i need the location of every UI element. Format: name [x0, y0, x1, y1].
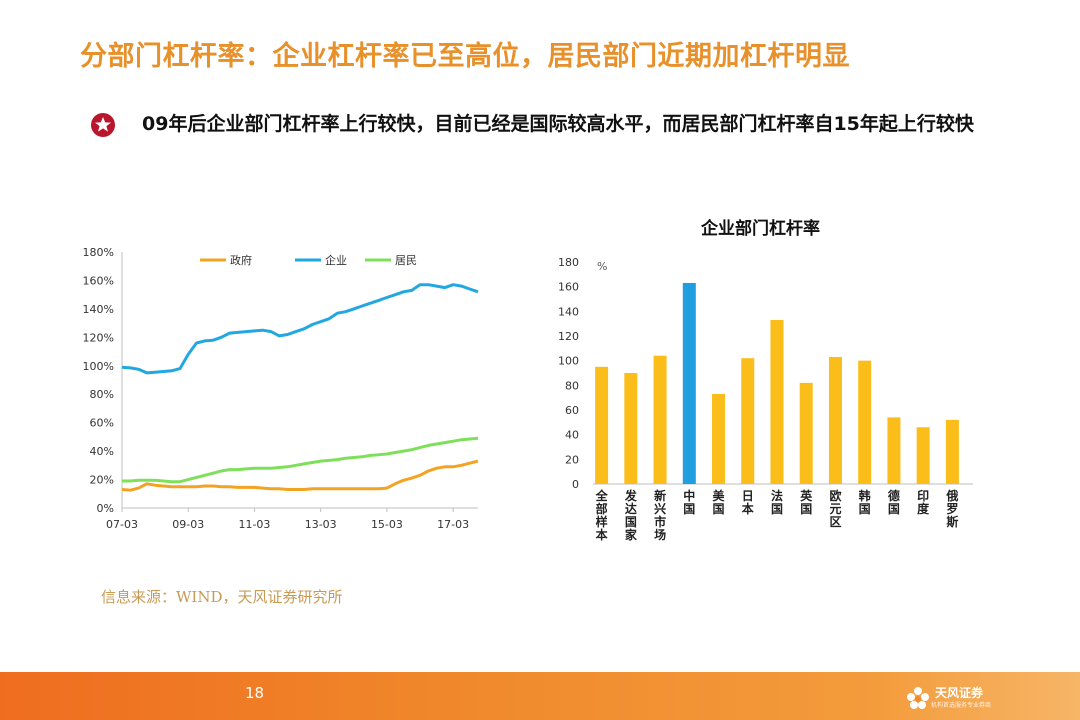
bar-全部样本: [595, 366, 609, 484]
bar-德国: [887, 417, 901, 484]
slide-title: 分部门杠杆率：企业杠杆率已至高位，居民部门近期加杠杆明显: [80, 41, 850, 72]
line-chart-axes: [121, 252, 478, 509]
bar-chart-y-tick-label: 120: [558, 330, 579, 343]
line-chart-x-tick-label: 13-03: [305, 518, 337, 531]
line-chart-x-tick-label: 07-03: [106, 518, 138, 531]
bar-chart-unit-label: %: [597, 260, 607, 273]
bar-chart-category-label: 德国: [888, 488, 900, 516]
bar-chart-category-label: 全部样本: [595, 488, 609, 542]
line-chart-x-tick-label: 15-03: [371, 518, 403, 531]
bar-chart-y-tick-label: 60: [565, 404, 579, 417]
bar-新兴市场: [653, 355, 667, 484]
bar-chart-category-label: 印度: [917, 489, 930, 516]
bar-发达国家: [624, 373, 638, 484]
line-chart-y-tick-label: 60%: [90, 417, 114, 430]
line-chart-y-tick-label: 100%: [83, 360, 114, 373]
bar-chart-y-tick-label: 180: [558, 256, 579, 269]
line-chart-x-ticks: 07-03 09-03 11-03 13-03 15-03 17-03: [106, 508, 469, 531]
line-chart-y-ticks: 0% 20% 40% 60% 80% 100% 120% 140% 160% 180%: [83, 246, 114, 515]
logo-text: 天风证券: [935, 686, 984, 700]
bar-中国: [682, 282, 696, 484]
bar-chart-category-label: 俄罗斯: [945, 488, 958, 529]
legend-label: 企业: [325, 253, 347, 267]
line-chart-y-tick-label: 120%: [83, 331, 114, 344]
line-chart-y-tick-label: 80%: [90, 388, 114, 401]
bar-俄罗斯: [945, 419, 959, 484]
line-chart-y-tick-label: 20%: [90, 474, 114, 487]
bar-chart-category-label: 新兴市场: [654, 488, 666, 542]
bar-chart-y-tick-label: 160: [558, 281, 579, 294]
series-line-企业: [121, 283, 479, 375]
bar-chart-category-label: 法国: [771, 488, 783, 516]
bar-chart-y-tick-label: 20: [565, 453, 579, 466]
bar-法国: [770, 319, 784, 484]
line-chart: 0% 20% 40% 60% 80% 100% 120% 140% 160% 180% 07-03…: [83, 246, 479, 531]
bar-chart-category-label: 英国: [800, 488, 813, 516]
bar-美国: [712, 393, 726, 484]
line-chart-y-tick-label: 40%: [90, 445, 114, 458]
legend-label: 政府: [230, 253, 252, 267]
bar-印度: [916, 427, 930, 484]
bar-chart-category-label: 发达国家: [624, 488, 638, 542]
line-chart-y-tick-label: 180%: [83, 246, 114, 259]
company-logo: 天风证券 机构首选服务专业券商: [905, 683, 1035, 713]
bar-chart-y-tick-label: 80: [565, 379, 579, 392]
line-chart-y-tick-label: 0%: [97, 502, 114, 515]
bar-chart-y-tick-label: 140: [558, 305, 579, 318]
bar-chart: % 0 20 40 60 80 100 120 140 160 180 全部样本 发达国家 新兴市场 中…: [558, 256, 973, 542]
bar-chart-category-label: 中国: [683, 488, 695, 516]
line-chart-x-tick-label: 09-03: [172, 518, 204, 531]
bar-chart-y-ticks: 0 20 40 60 80 100 120 140 160 180: [558, 256, 579, 491]
line-chart-series: [121, 283, 479, 492]
bar-chart-category-label: 美国: [713, 488, 726, 516]
bar-chart-y-tick-label: 0: [572, 478, 579, 491]
bar-日本: [741, 358, 755, 484]
line-chart-y-tick-label: 160%: [83, 274, 114, 287]
footer-bar: [0, 672, 1080, 720]
line-chart-x-tick-label: 11-03: [238, 518, 270, 531]
bar-chart-y-tick-label: 40: [565, 429, 579, 442]
bullet-text: 09年后企业部门杠杆率上行较快，目前已经是国际较高水平，而居民部门杠杆率自15年…: [142, 113, 974, 135]
bar-chart-category-label: 韩国: [859, 488, 871, 516]
series-line-居民: [122, 436, 479, 484]
line-chart-legend: 政府 企业 居民: [200, 253, 417, 267]
legend-label: 居民: [395, 254, 417, 267]
bar-欧元区: [828, 356, 842, 484]
line-chart-x-tick-label: 17-03: [437, 518, 469, 531]
bullet-icon: [91, 113, 115, 137]
bar-chart-category-label: 欧元区: [829, 488, 841, 529]
flower-logo-icon: [907, 687, 929, 709]
series-line-政府: [121, 459, 479, 492]
line-chart-y-tick-label: 140%: [83, 303, 114, 316]
page-number: 18: [245, 684, 265, 702]
bar-chart-y-tick-label: 100: [558, 355, 579, 368]
bar-chart-bars: [595, 282, 959, 484]
bar-chart-title: 企业部门杠杆率: [701, 219, 820, 239]
bar-韩国: [858, 360, 872, 484]
bar-chart-category-label: 日本: [742, 489, 754, 516]
logo-subtext: 机构首选服务专业券商: [931, 702, 992, 709]
bar-英国: [799, 382, 813, 484]
source-note: 信息来源：WIND，天风证券研究所: [101, 588, 343, 606]
